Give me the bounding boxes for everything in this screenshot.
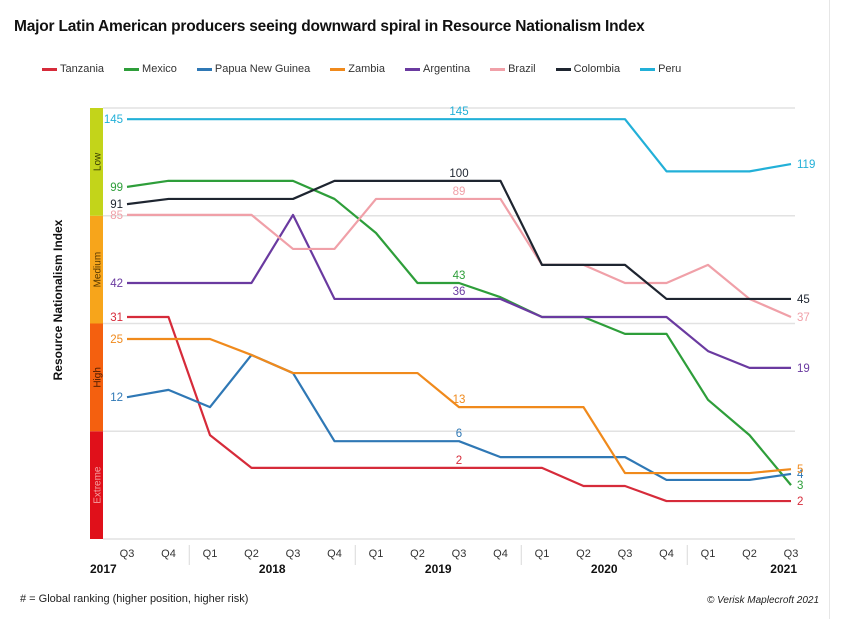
data-label: 13 bbox=[453, 394, 466, 406]
legend: Tanzania Mexico Papua New Guinea Zambia Arge… bbox=[42, 63, 701, 75]
legend-label: Argentina bbox=[422, 63, 471, 75]
x-tick-label: Q4 bbox=[327, 548, 342, 560]
legend-label: Brazil bbox=[508, 63, 536, 75]
data-label: 36 bbox=[453, 286, 466, 298]
x-tick-label: Q1 bbox=[535, 548, 550, 560]
year-label: 2021 bbox=[770, 562, 797, 576]
data-label: 2 bbox=[797, 496, 803, 508]
legend-swatch bbox=[196, 67, 212, 71]
legend-item: Zambia bbox=[330, 63, 385, 75]
risk-band-extreme bbox=[90, 431, 103, 539]
x-tick-label: Q1 bbox=[203, 548, 218, 560]
data-label: 85 bbox=[110, 210, 123, 222]
data-label: 6 bbox=[456, 428, 462, 440]
data-label: 4 bbox=[797, 469, 804, 481]
data-label: 12 bbox=[110, 392, 123, 404]
legend-swatch bbox=[404, 67, 420, 71]
legend-item: Mexico bbox=[124, 63, 177, 75]
data-label: 89 bbox=[453, 186, 466, 198]
x-tick-label: Q4 bbox=[493, 548, 508, 560]
x-tick-label: Q2 bbox=[410, 548, 425, 560]
data-label: 42 bbox=[110, 278, 123, 290]
legend-item: Tanzania bbox=[42, 63, 104, 75]
legend-label: Peru bbox=[658, 63, 682, 75]
risk-band-label: Low bbox=[93, 152, 104, 171]
data-label: 37 bbox=[797, 312, 810, 324]
year-label: 2020 bbox=[591, 562, 618, 576]
x-tick-label: Q1 bbox=[701, 548, 716, 560]
x-tick-label: Q3 bbox=[120, 548, 135, 560]
x-tick-label: Q3 bbox=[286, 548, 301, 560]
risk-band-label: Extreme bbox=[93, 466, 104, 504]
legend-swatch bbox=[555, 67, 571, 71]
data-label: 100 bbox=[449, 168, 468, 180]
x-tick-label: Q2 bbox=[244, 548, 259, 560]
data-label: 99 bbox=[110, 182, 123, 194]
data-label: 25 bbox=[110, 334, 123, 346]
data-label: 91 bbox=[110, 199, 123, 211]
risk-band-label: High bbox=[93, 367, 104, 388]
data-label: 43 bbox=[453, 270, 466, 282]
legend-label: Mexico bbox=[142, 63, 177, 75]
x-tick-label: Q3 bbox=[784, 548, 799, 560]
legend-item: Papua New Guinea bbox=[196, 63, 311, 75]
legend-item: Colombia bbox=[555, 63, 621, 75]
legend-swatch bbox=[640, 67, 656, 71]
legend-swatch bbox=[490, 67, 506, 71]
legend-item: Brazil bbox=[490, 63, 536, 75]
data-label: 5 bbox=[797, 464, 803, 476]
data-label: 145 bbox=[104, 114, 123, 126]
year-label: 2018 bbox=[259, 562, 286, 576]
risk-band-low bbox=[90, 108, 103, 216]
x-tick-label: Q4 bbox=[161, 548, 176, 560]
year-label: 2017 bbox=[90, 562, 117, 576]
risk-band-high bbox=[90, 323, 103, 432]
chart-title: Major Latin American producers seeing do… bbox=[14, 18, 645, 35]
legend-label: Colombia bbox=[573, 63, 621, 75]
x-tick-label: Q2 bbox=[742, 548, 757, 560]
data-label: 31 bbox=[110, 312, 123, 324]
series-line-peru bbox=[127, 118, 792, 173]
risk-band-label: Medium bbox=[93, 252, 104, 288]
legend-label: Tanzania bbox=[60, 63, 105, 75]
data-label: 145 bbox=[449, 106, 468, 118]
legend-swatch bbox=[42, 67, 57, 71]
risk-band-medium bbox=[90, 215, 103, 324]
data-label: 3 bbox=[797, 480, 803, 492]
x-tick-label: Q2 bbox=[576, 548, 591, 560]
legend-item: Argentina bbox=[404, 63, 471, 75]
year-label: 2019 bbox=[425, 562, 452, 576]
footer-note: # = Global ranking (higher position, hig… bbox=[20, 593, 249, 605]
legend-label: Zambia bbox=[348, 63, 385, 75]
page-edge-divider bbox=[829, 0, 830, 619]
x-tick-label: Q1 bbox=[369, 548, 384, 560]
legend-label: Papua New Guinea bbox=[214, 63, 311, 75]
legend-item: Peru bbox=[640, 63, 681, 75]
copyright: © Verisk Maplecroft 2021 bbox=[706, 595, 819, 606]
x-tick-label: Q3 bbox=[452, 548, 467, 560]
x-tick-label: Q4 bbox=[659, 548, 674, 560]
x-tick-label: Q3 bbox=[618, 548, 633, 560]
data-label: 119 bbox=[797, 159, 815, 171]
data-label: 2 bbox=[456, 455, 462, 467]
data-label: 45 bbox=[797, 294, 810, 306]
data-label: 19 bbox=[797, 363, 810, 375]
legend-swatch bbox=[330, 67, 346, 71]
legend-swatch bbox=[124, 67, 140, 71]
